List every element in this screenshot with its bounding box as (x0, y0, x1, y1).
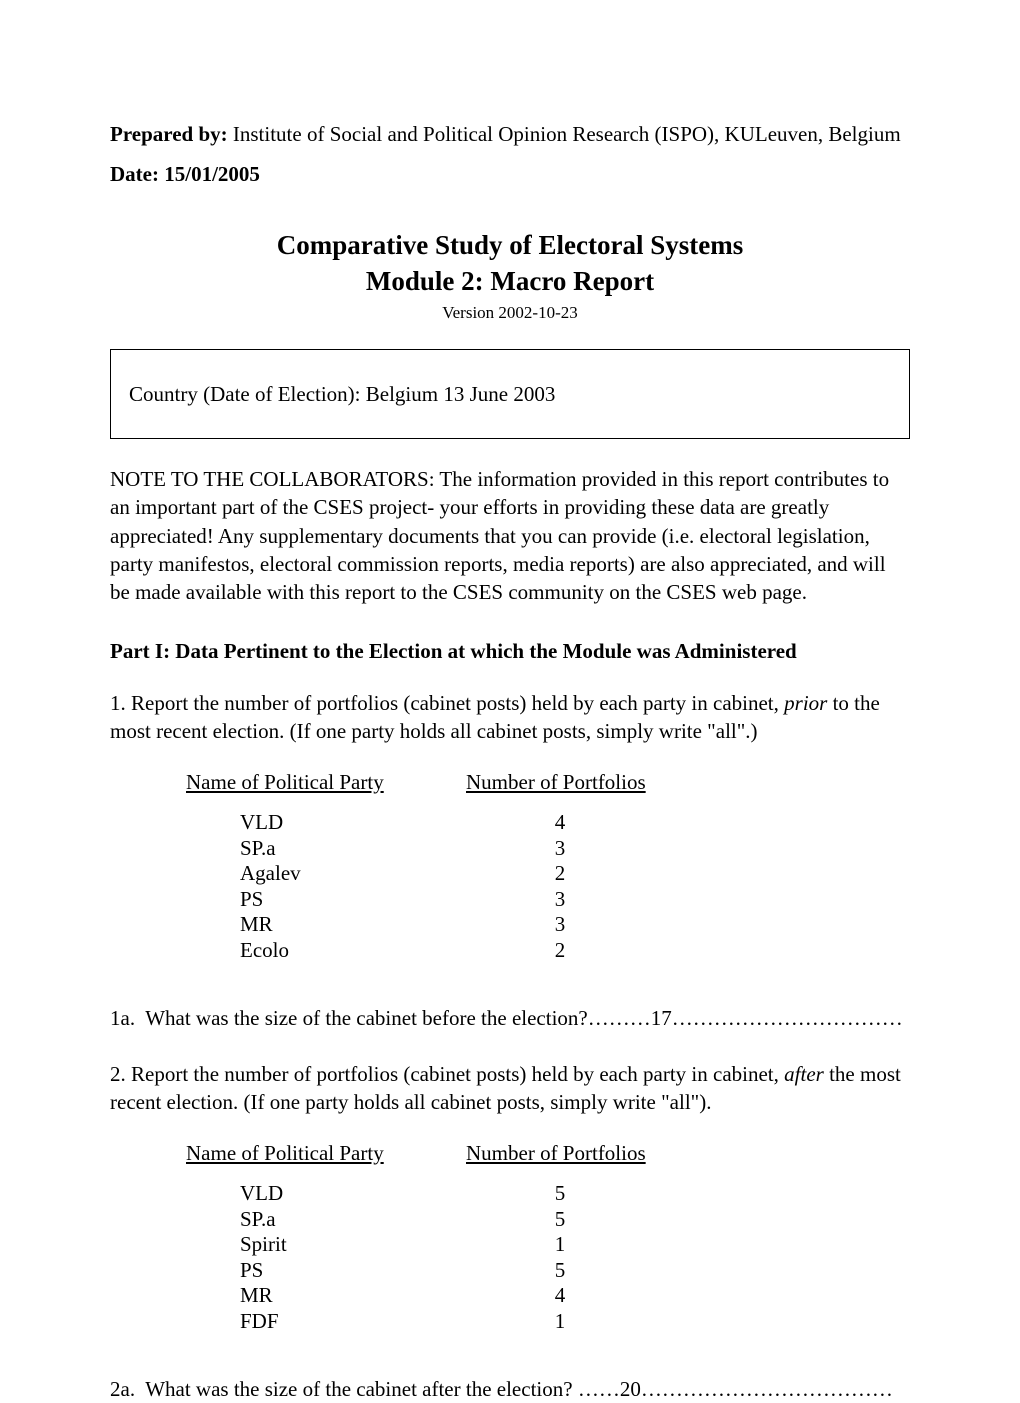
party-name: PS (240, 887, 530, 913)
party-row: VLD5 (240, 1181, 910, 1207)
party-name: SP.a (240, 836, 530, 862)
party-name: SP.a (240, 1207, 530, 1233)
q1-italic: prior (784, 691, 827, 715)
table1-headers: Name of Political Party Number of Portfo… (186, 768, 910, 796)
country-box: Country (Date of Election): Belgium 13 J… (110, 349, 910, 439)
party-portfolios: 2 (530, 861, 590, 887)
party-portfolios: 3 (530, 912, 590, 938)
prepared-by-value: Institute of Social and Political Opinio… (228, 122, 901, 146)
party-name: MR (240, 912, 530, 938)
party-row: MR3 (240, 912, 910, 938)
party-name: Spirit (240, 1232, 530, 1258)
question-2a: 2a. What was the size of the cabinet aft… (110, 1375, 910, 1403)
title-line-1: Comparative Study of Electoral Systems (110, 227, 910, 263)
question-1a: 1a. What was the size of the cabinet bef… (110, 1004, 910, 1032)
part-heading: Part I: Data Pertinent to the Election a… (110, 637, 910, 665)
party-row: SP.a5 (240, 1207, 910, 1233)
q2-italic: after (784, 1062, 824, 1086)
table1-header-portfolios: Number of Portfolios (466, 768, 646, 796)
party-name: MR (240, 1283, 530, 1309)
party-portfolios: 5 (530, 1181, 590, 1207)
table2-header-portfolios: Number of Portfolios (466, 1139, 646, 1167)
date-value: 15/01/2005 (164, 162, 260, 186)
q2-pre: 2. Report the number of portfolios (cabi… (110, 1062, 784, 1086)
title-block: Comparative Study of Electoral Systems M… (110, 227, 910, 325)
party-portfolios: 1 (530, 1309, 590, 1335)
country-text: Country (Date of Election): Belgium 13 J… (129, 382, 555, 406)
party-row: MR4 (240, 1283, 910, 1309)
q1-pre: 1. Report the number of portfolios (cabi… (110, 691, 784, 715)
title-line-2: Module 2: Macro Report (110, 263, 910, 299)
party-row: PS5 (240, 1258, 910, 1284)
party-row: FDF1 (240, 1309, 910, 1335)
party-portfolios: 1 (530, 1232, 590, 1258)
date-label: Date: (110, 162, 164, 186)
party-portfolios: 2 (530, 938, 590, 964)
party-name: FDF (240, 1309, 530, 1335)
party-portfolios: 3 (530, 887, 590, 913)
party-row: SP.a3 (240, 836, 910, 862)
table2-headers: Name of Political Party Number of Portfo… (186, 1139, 910, 1167)
party-row: PS3 (240, 887, 910, 913)
party-row: Ecolo2 (240, 938, 910, 964)
table1-header-party: Name of Political Party (186, 768, 466, 796)
party-name: Agalev (240, 861, 530, 887)
table2-body: VLD5SP.a5Spirit1PS5MR4FDF1 (240, 1181, 910, 1335)
party-row: Spirit1 (240, 1232, 910, 1258)
party-name: PS (240, 1258, 530, 1284)
party-row: VLD4 (240, 810, 910, 836)
date-line: Date: 15/01/2005 (110, 160, 910, 188)
party-portfolios: 5 (530, 1207, 590, 1233)
question-2: 2. Report the number of portfolios (cabi… (110, 1060, 910, 1117)
party-portfolios: 3 (530, 836, 590, 862)
collaborator-note: NOTE TO THE COLLABORATORS: The informati… (110, 465, 910, 607)
question-1: 1. Report the number of portfolios (cabi… (110, 689, 910, 746)
table1-body: VLD4SP.a3Agalev2PS3MR3Ecolo2 (240, 810, 910, 964)
party-portfolios: 4 (530, 1283, 590, 1309)
party-name: VLD (240, 810, 530, 836)
party-portfolios: 4 (530, 810, 590, 836)
prepared-by-label: Prepared by: (110, 122, 228, 146)
party-row: Agalev2 (240, 861, 910, 887)
table2-header-party: Name of Political Party (186, 1139, 466, 1167)
prepared-by-line: Prepared by: Institute of Social and Pol… (110, 120, 910, 148)
party-name: Ecolo (240, 938, 530, 964)
party-portfolios: 5 (530, 1258, 590, 1284)
version-text: Version 2002-10-23 (110, 302, 910, 325)
party-name: VLD (240, 1181, 530, 1207)
